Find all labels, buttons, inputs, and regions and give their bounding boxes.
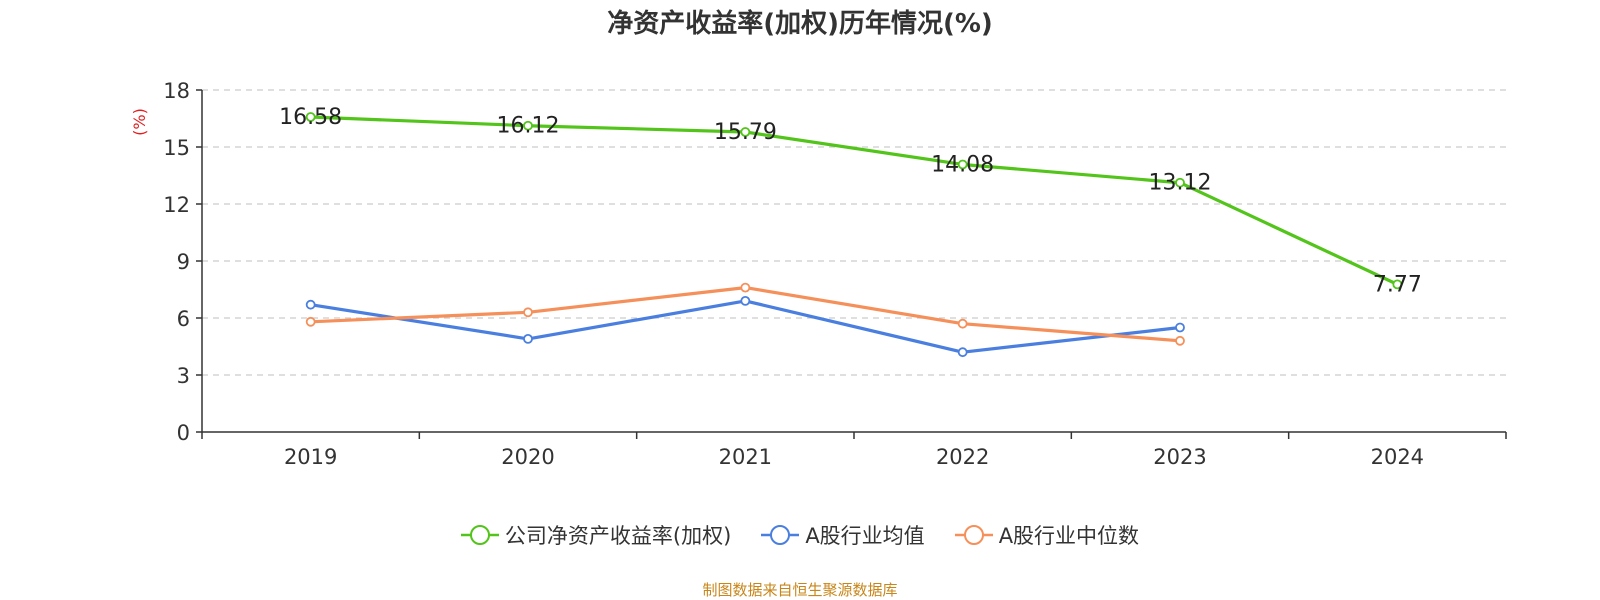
y-tick-label-18: 18 xyxy=(163,79,190,103)
series-point-1-2019 xyxy=(305,299,316,310)
series-line-2 xyxy=(310,286,1181,343)
legend: 公司净资产收益率(加权) A股行业均值 A股行业中位数 xyxy=(0,520,1600,550)
series-point-1-2023 xyxy=(1175,322,1185,333)
y-tick-label-0: 0 xyxy=(177,421,190,445)
y-axis-label: (%) xyxy=(130,108,149,136)
data-label-2020: 16.12 xyxy=(497,114,560,139)
legend-marker-icon xyxy=(460,525,499,545)
data-label-2021: 15.79 xyxy=(714,120,777,145)
y-tick-label-9: 9 xyxy=(177,250,190,274)
series-point-0-2022 xyxy=(957,159,968,170)
x-tick-label-2019: 2019 xyxy=(284,445,337,469)
series-point-1-2022 xyxy=(957,347,968,358)
series-point-0-2021 xyxy=(740,127,751,137)
y-tick-label-3: 3 xyxy=(177,364,190,388)
legend-item-0[interactable]: 公司净资产收益率(加权) xyxy=(460,520,732,550)
grid-lines xyxy=(202,89,1506,376)
legend-marker-icon xyxy=(761,525,800,545)
data-label-2024: 7.77 xyxy=(1373,272,1422,297)
series-point-2-2021 xyxy=(740,282,751,293)
x-tick-label-2023: 2023 xyxy=(1153,445,1206,469)
x-tick-label-2022: 2022 xyxy=(936,445,989,469)
series-point-0-2019 xyxy=(305,112,316,122)
series-point-0-2020 xyxy=(523,120,533,131)
legend-item-2[interactable]: A股行业中位数 xyxy=(954,520,1140,550)
legend-label: A股行业均值 xyxy=(805,524,925,548)
series-point-2-2020 xyxy=(523,307,533,318)
series-line-1 xyxy=(310,299,1181,354)
legend-label: A股行业中位数 xyxy=(998,524,1140,548)
y-tick-label-12: 12 xyxy=(163,193,190,217)
series-point-1-2021 xyxy=(740,295,751,306)
series-point-2-2023 xyxy=(1175,335,1185,346)
axes: 0 3 6 9 12 15 18 2019 2020 2021 2022 2023 2024 xyxy=(163,79,1507,469)
series xyxy=(305,112,1403,358)
x-tick-label-2020: 2020 xyxy=(501,445,554,469)
data-labels: 16.58 16.12 15.79 14.08 13.12 7.77 xyxy=(279,105,1422,297)
series-point-1-2020 xyxy=(523,333,533,344)
data-label-2022: 14.08 xyxy=(931,152,994,177)
series-line-0 xyxy=(310,115,1399,286)
chart-title: 净资产收益率(加权)历年情况(%) xyxy=(607,9,993,39)
legend-label: 公司净资产收益率(加权) xyxy=(504,524,732,548)
data-label-2019: 16.58 xyxy=(279,105,342,130)
y-tick-label-15: 15 xyxy=(163,136,190,160)
legend-item-1[interactable]: A股行业均值 xyxy=(761,520,925,550)
data-label-2023: 13.12 xyxy=(1149,171,1212,196)
x-tick-label-2021: 2021 xyxy=(719,445,772,469)
series-point-2-2022 xyxy=(957,318,968,329)
legend-marker-icon xyxy=(954,525,993,545)
x-tick-label-2024: 2024 xyxy=(1371,445,1424,469)
series-point-0-2023 xyxy=(1175,177,1185,188)
source-note: 制图数据来自恒生聚源数据库 xyxy=(702,581,898,599)
y-tick-label-6: 6 xyxy=(177,307,190,331)
series-point-0-2024 xyxy=(1392,279,1403,290)
series-point-2-2019 xyxy=(305,316,316,327)
